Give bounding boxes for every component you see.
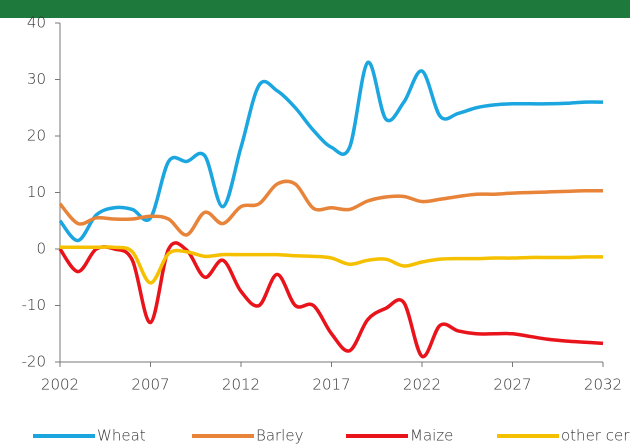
series-line: [58, 60, 604, 243]
y-tick-label: 10: [27, 183, 46, 201]
y-tick-label: -20: [22, 353, 47, 371]
y-tick-label: 20: [27, 127, 46, 145]
y-tick-label: 0: [36, 240, 46, 258]
legend-label: Barley: [256, 427, 304, 445]
x-tick-label: 2012: [222, 376, 260, 394]
x-tick-label: 2007: [131, 376, 169, 394]
legend-label: other cereals: [561, 427, 630, 445]
legend-label: Wheat: [97, 427, 146, 445]
y-tick-label: -10: [22, 296, 47, 314]
series-line: [58, 179, 604, 237]
x-tick-label: 2022: [403, 376, 441, 394]
series-line: [60, 245, 604, 285]
y-tick-label: 30: [27, 70, 46, 88]
header-bar: [0, 0, 630, 18]
x-tick-label: 2002: [41, 376, 79, 394]
legend-label: Maize: [410, 427, 453, 445]
series-line: [58, 241, 604, 359]
y-tick-label: 40: [27, 14, 46, 32]
x-tick-label: 2027: [493, 376, 531, 394]
x-tick-label: 2017: [312, 376, 350, 394]
x-tick-label: 2032: [584, 376, 622, 394]
